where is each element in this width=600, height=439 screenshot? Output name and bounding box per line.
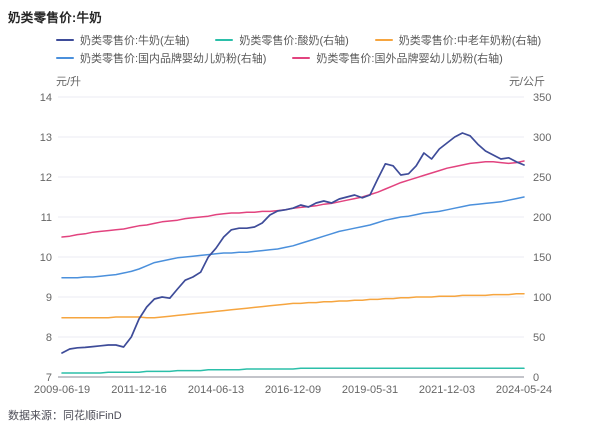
y-axis-left-tick-label: 7	[46, 372, 52, 384]
y-axis-right-tick-label: 50	[533, 332, 545, 344]
y-axis-left-tick-label: 14	[40, 92, 52, 104]
legend-item-milk[interactable]: 奶类零售价:牛奶(左轴)	[56, 32, 189, 48]
legend: 奶类零售价:牛奶(左轴) 奶类零售价:酸奶(右轴) 奶类零售价:中老年奶粉(右轴…	[56, 31, 541, 67]
y-axis-right-tick-label: 150	[533, 252, 551, 264]
legend-swatch-foreign-infant-formula-icon	[292, 56, 311, 60]
x-axis-tick-label: 2009-06-19	[34, 384, 90, 396]
legend-swatch-domestic-infant-formula-icon	[56, 56, 74, 60]
legend-item-middle-aged-milk-powder[interactable]: 奶类零售价:中老年奶粉(右轴)	[374, 32, 542, 48]
legend-row-1: 奶类零售价:牛奶(左轴) 奶类零售价:酸奶(右轴) 奶类零售价:中老年奶粉(右轴…	[56, 31, 541, 49]
x-axis-tick-label: 2016-12-09	[265, 384, 321, 396]
legend-label-milk: 奶类零售价:牛奶(左轴)	[80, 35, 190, 47]
legend-label-yogurt: 奶类零售价:酸奶(右轴)	[239, 35, 349, 47]
legend-label-foreign-infant-formula: 奶类零售价:国外品牌婴幼儿奶粉(右轴)	[316, 53, 503, 65]
y-axis-right-tick-label: 300	[533, 132, 551, 144]
right-axis-unit: 元/公斤	[508, 76, 545, 88]
series-line-0	[61, 132, 525, 354]
data-source-note: 数据来源：同花顺iFinD	[8, 410, 122, 422]
y-axis-left-tick-label: 8	[46, 332, 52, 344]
legend-label-domestic-infant-formula: 奶类零售价:国内品牌婴幼儿奶粉(右轴)	[80, 53, 267, 65]
series-line-2	[61, 293, 525, 319]
series-line-4	[61, 160, 525, 238]
y-axis-right-tick-label: 350	[533, 92, 551, 104]
y-axis-right-tick-label: 250	[533, 172, 551, 184]
legend-swatch-yogurt-icon	[215, 38, 234, 42]
y-axis-right-tick-label: 200	[533, 212, 551, 224]
legend-swatch-middle-aged-milk-powder-icon	[374, 38, 393, 42]
page-title: 奶类零售价:牛奶	[8, 11, 103, 25]
left-axis-unit: 元/升	[56, 76, 82, 88]
legend-item-yogurt[interactable]: 奶类零售价:酸奶(右轴)	[215, 32, 349, 48]
legend-swatch-milk-icon	[56, 38, 74, 42]
x-axis-tick-label: 2021-12-03	[419, 384, 475, 396]
y-axis-left-tick-label: 10	[40, 252, 52, 264]
series-line-3	[61, 196, 525, 279]
y-axis-right-tick-label: 0	[533, 372, 539, 384]
x-axis-tick-label: 2011-12-16	[111, 384, 166, 396]
x-axis-tick-label: 2014-06-13	[188, 384, 244, 396]
x-axis-tick-label: 2019-05-31	[342, 384, 398, 396]
x-axis-tick-label: 2024-05-24	[496, 384, 552, 396]
y-axis-left-tick-label: 9	[46, 292, 52, 304]
legend-item-domestic-infant-formula[interactable]: 奶类零售价:国内品牌婴幼儿奶粉(右轴)	[56, 50, 266, 66]
series-line-1	[61, 367, 525, 374]
legend-label-middle-aged-milk-powder: 奶类零售价:中老年奶粉(右轴)	[398, 35, 542, 47]
legend-row-2: 奶类零售价:国内品牌婴幼儿奶粉(右轴) 奶类零售价:国外品牌婴幼儿奶粉(右轴)	[56, 49, 541, 67]
y-axis-left-tick-label: 13	[40, 132, 52, 144]
y-axis-left-tick-label: 11	[41, 212, 52, 224]
legend-item-foreign-infant-formula[interactable]: 奶类零售价:国外品牌婴幼儿奶粉(右轴)	[292, 50, 503, 66]
y-axis-right-tick-label: 100	[533, 292, 551, 304]
y-axis-left-tick-label: 12	[40, 172, 52, 184]
